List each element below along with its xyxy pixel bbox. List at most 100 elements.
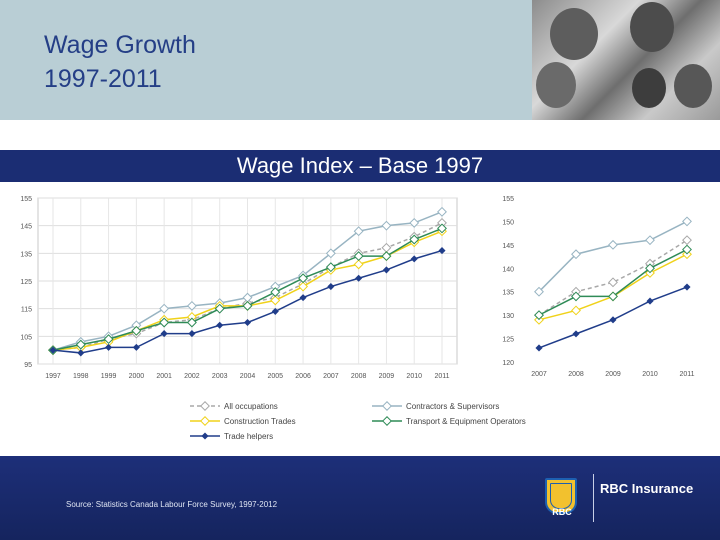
legend-label: Trade helpers [224, 432, 273, 441]
data-point [571, 291, 581, 302]
zoom-y-tick-labels: 120 125 130 135 140 145 150 155 [502, 196, 514, 367]
data-point [608, 277, 618, 288]
data-point [410, 255, 418, 263]
slide-title-line-2: 1997-2011 [44, 65, 162, 93]
data-point [571, 305, 581, 316]
x-tick-label: 2006 [295, 373, 311, 380]
x-tick-label: 2000 [129, 373, 145, 380]
y-tick-label: 95 [24, 362, 32, 369]
x-tick-label: 2008 [351, 373, 367, 380]
x-tick-label: 2009 [605, 371, 621, 378]
x-tick-label: 2011 [679, 371, 694, 378]
y-tick-label: 125 [20, 279, 32, 286]
data-point [381, 251, 392, 262]
data-point [271, 307, 279, 315]
data-point [186, 317, 197, 328]
legend-item-transport-and-equipment-operators: Transport & Equipment Operators [372, 416, 526, 426]
zoom-series-group [534, 216, 692, 352]
zoom-x-tick-labels: 2007 2008 2009 2010 2011 [531, 371, 694, 378]
y-tick-label: 140 [502, 266, 514, 273]
data-point [132, 343, 140, 351]
data-point [160, 330, 168, 338]
data-point [325, 248, 336, 259]
data-point [214, 303, 225, 314]
source-note: Source: Statistics Canada Labour Force S… [66, 500, 278, 509]
data-point [572, 330, 580, 338]
y-tick-label: 155 [20, 196, 32, 203]
data-point [382, 266, 390, 274]
x-tick-label: 2010 [406, 373, 422, 380]
x-tick-label: 2004 [240, 373, 256, 380]
data-point [409, 217, 420, 228]
brand-name: RBC Insurance [600, 481, 694, 496]
x-tick-label: 1999 [101, 373, 117, 380]
workers-photo [532, 0, 720, 120]
data-point [437, 223, 447, 234]
data-point [438, 247, 446, 255]
y-tick-label: 105 [20, 334, 32, 341]
data-point [381, 242, 392, 253]
worker-photo-figure [550, 8, 598, 60]
slide-title: Wage Growth 1997-2011 [44, 28, 196, 96]
data-point [270, 281, 281, 292]
y-tick-label: 145 [502, 243, 514, 250]
data-point [645, 263, 655, 274]
data-point [242, 292, 253, 303]
legend-label: Transport & Equipment Operators [406, 417, 526, 426]
worker-photo-figure [630, 2, 674, 52]
y-tick-label: 120 [502, 360, 514, 367]
data-point [186, 300, 197, 311]
worker-photo-figure [674, 64, 712, 108]
data-point [186, 312, 197, 322]
series-trade-helpers [535, 283, 691, 352]
x-tick-label: 2005 [267, 373, 283, 380]
data-point [353, 226, 364, 237]
rbc-shield-logo-inner [550, 483, 572, 509]
main-x-tick-labels: 1997 1998 1999 2000 2001 2002 2003 2004 2005 2006… [45, 373, 449, 380]
data-point [682, 235, 692, 246]
legend-swatch-marker [382, 401, 392, 411]
legend-label: All occupations [224, 402, 278, 411]
x-tick-label: 2001 [156, 373, 172, 380]
legend-item-construction-trades: Construction Trades [190, 416, 296, 426]
legend-swatch-marker [200, 416, 210, 426]
slide-title-line-1: Wage Growth [44, 31, 196, 59]
data-point [609, 316, 617, 324]
subtitle-band [0, 150, 720, 182]
chart-subtitle: Wage Index – Base 1997 [236, 153, 484, 178]
series-contractors-and-supervisors [534, 216, 692, 297]
chart-legend: All occupations Contractors & Supervisors… [190, 401, 526, 441]
y-tick-label: 135 [502, 290, 514, 297]
data-point [535, 344, 543, 352]
x-tick-label: 2007 [531, 371, 547, 378]
data-point [437, 206, 447, 217]
y-tick-label: 125 [502, 337, 514, 344]
y-tick-label: 130 [502, 313, 514, 320]
data-point [608, 239, 618, 250]
legend-swatch-marker [200, 401, 210, 411]
data-point [437, 217, 447, 228]
legend-item-trade-helpers: Trade helpers [190, 432, 273, 441]
x-tick-label: 2010 [642, 371, 658, 378]
x-tick-label: 2002 [184, 373, 200, 380]
footer-band [0, 456, 720, 540]
data-point [353, 259, 364, 270]
data-point [159, 303, 170, 314]
x-tick-label: 1998 [73, 373, 89, 380]
y-tick-label: 115 [21, 307, 32, 314]
data-point [103, 334, 114, 345]
rbc-logo-text: RBC [552, 507, 572, 517]
data-point [105, 343, 113, 351]
x-tick-label: 2009 [379, 373, 395, 380]
data-point [646, 297, 654, 305]
rbc-shield-logo [545, 478, 577, 514]
series-transport-and-equipment-operators [534, 244, 692, 321]
main-series-group [48, 206, 447, 357]
main-gridlines [38, 197, 457, 365]
data-point [159, 317, 170, 328]
data-point [682, 244, 692, 255]
data-point [381, 220, 392, 231]
series-transport-and-equipment-operators [48, 223, 447, 356]
x-tick-label: 2008 [568, 371, 584, 378]
worker-photo-figure [536, 62, 576, 108]
